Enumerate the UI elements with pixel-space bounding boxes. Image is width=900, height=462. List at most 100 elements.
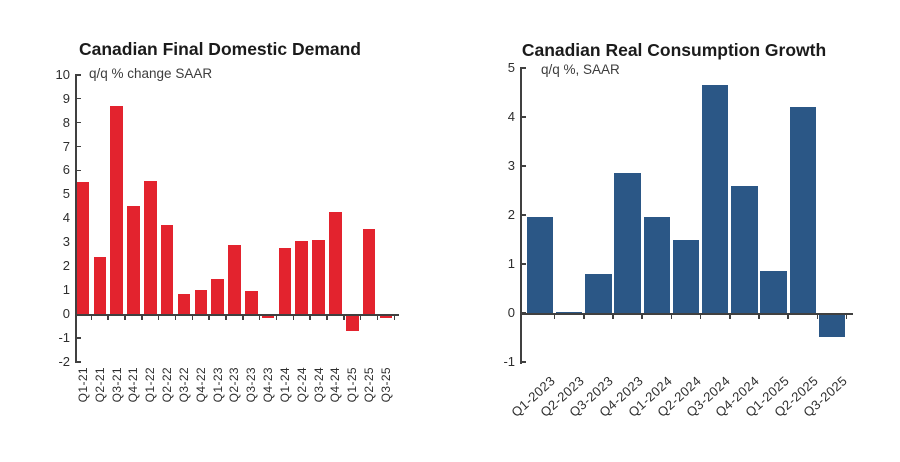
bar-Q4-24 xyxy=(329,212,342,314)
bar-Q2-24 xyxy=(295,241,309,314)
bar-Q1-2024 xyxy=(643,217,670,313)
y-axis-label-8: 8 xyxy=(62,114,70,130)
y-tick xyxy=(75,265,81,267)
x-tick xyxy=(343,315,345,320)
chart-subtitle: q/q %, SAAR xyxy=(541,62,620,77)
x-axis-label-Q4-22: Q4-22 xyxy=(193,367,208,403)
y-tick xyxy=(520,312,526,314)
y-tick xyxy=(520,361,526,363)
bar-Q2-2023 xyxy=(555,311,583,313)
y-axis-label-2: 2 xyxy=(507,207,515,222)
x-axis-label-Q2-23: Q2-23 xyxy=(227,367,242,403)
x-axis-label-Q3-21: Q3-21 xyxy=(109,367,124,403)
x-tick xyxy=(612,314,614,319)
bar-Q4-23 xyxy=(261,315,275,318)
y-tick xyxy=(75,289,81,291)
bar-Q1-21 xyxy=(76,182,90,314)
x-axis-label-Q1-2023: Q1-2023 xyxy=(508,373,558,420)
x-tick xyxy=(124,315,126,320)
x-axis-label-Q2-22: Q2-22 xyxy=(160,367,175,403)
x-tick xyxy=(309,315,311,320)
x-axis-line xyxy=(520,313,853,315)
x-axis-label-Q3-24: Q3-24 xyxy=(311,367,326,403)
y-axis-label-0: 0 xyxy=(507,305,515,320)
y-tick xyxy=(75,337,81,339)
x-axis-label-Q3-2025: Q3-2025 xyxy=(800,373,850,420)
y-axis-label--1: -1 xyxy=(503,354,515,369)
y-tick xyxy=(520,214,526,216)
chart-title: Canadian Real Consumption Growth xyxy=(521,40,827,60)
x-axis-label-Q2-21: Q2-21 xyxy=(92,367,107,403)
y-tick xyxy=(75,241,81,243)
y-tick xyxy=(75,97,81,100)
x-axis-label-Q2-24: Q2-24 xyxy=(294,367,309,403)
x-tick xyxy=(758,314,760,319)
bar-Q1-2025 xyxy=(760,271,787,313)
y-tick xyxy=(520,165,526,167)
chart-subtitle: q/q % change SAAR xyxy=(89,66,213,81)
bar-Q3-21 xyxy=(110,105,123,314)
bar-Q3-24 xyxy=(312,239,325,314)
bar-Q2-25 xyxy=(362,229,376,314)
x-axis-label-Q3-2023: Q3-2023 xyxy=(566,373,617,420)
x-tick xyxy=(258,315,261,320)
x-axis-label-Q3-22: Q3-22 xyxy=(176,367,191,403)
x-tick xyxy=(292,315,295,320)
x-tick xyxy=(141,315,143,320)
y-axis-label--2: -2 xyxy=(58,353,70,369)
bar-Q1-23 xyxy=(211,279,224,314)
y-axis-label--1: -1 xyxy=(58,329,70,345)
x-axis-label-Q4-2024: Q4-2024 xyxy=(712,373,763,420)
x-axis-label-Q4-24: Q4-24 xyxy=(328,367,343,403)
y-axis-label-5: 5 xyxy=(62,186,70,202)
x-tick xyxy=(359,315,362,320)
y-tick xyxy=(520,67,526,69)
y-axis-label-4: 4 xyxy=(507,109,515,124)
bar-Q3-2025 xyxy=(818,314,846,337)
chart-title: Canadian Final Domestic Demand xyxy=(78,39,361,59)
x-tick xyxy=(816,314,819,319)
x-tick xyxy=(699,314,702,319)
x-tick xyxy=(845,314,848,319)
x-tick xyxy=(729,314,731,319)
x-tick xyxy=(225,315,227,320)
x-tick xyxy=(174,315,177,320)
bar-Q3-23 xyxy=(245,291,258,314)
y-axis-label-1: 1 xyxy=(62,282,70,298)
x-tick xyxy=(275,315,278,320)
y-axis-label-0: 0 xyxy=(62,306,70,321)
bar-Q2-23 xyxy=(228,244,241,314)
x-tick xyxy=(326,315,328,320)
bar-Q2-22 xyxy=(160,225,174,314)
x-axis-label-Q4-23: Q4-23 xyxy=(261,367,276,403)
bar-Q3-2023 xyxy=(585,273,612,313)
x-axis-label-Q4-2023: Q4-2023 xyxy=(595,373,646,420)
x-tick xyxy=(641,314,643,319)
bar-Q4-22 xyxy=(194,290,208,314)
y-axis-label-6: 6 xyxy=(62,162,70,178)
bar-Q1-22 xyxy=(144,181,157,314)
x-tick xyxy=(376,315,379,320)
y-axis-line xyxy=(520,68,522,364)
x-axis-label-Q4-21: Q4-21 xyxy=(126,367,141,403)
bar-Q3-22 xyxy=(177,293,191,314)
y-tick xyxy=(75,145,81,148)
x-tick xyxy=(393,315,396,320)
x-tick xyxy=(670,314,673,319)
y-axis-label-5: 5 xyxy=(507,60,515,75)
bar-Q4-2024 xyxy=(731,185,758,313)
y-tick xyxy=(520,263,526,265)
y-axis-label-10: 10 xyxy=(55,66,70,82)
x-axis-label-Q1-25: Q1-25 xyxy=(345,367,360,403)
bar-Q2-21 xyxy=(93,256,107,314)
y-tick xyxy=(75,217,81,220)
x-axis-label-Q2-2025: Q2-2025 xyxy=(771,373,821,420)
x-tick xyxy=(787,314,789,319)
x-tick xyxy=(208,315,210,320)
y-axis-label-3: 3 xyxy=(507,158,515,173)
